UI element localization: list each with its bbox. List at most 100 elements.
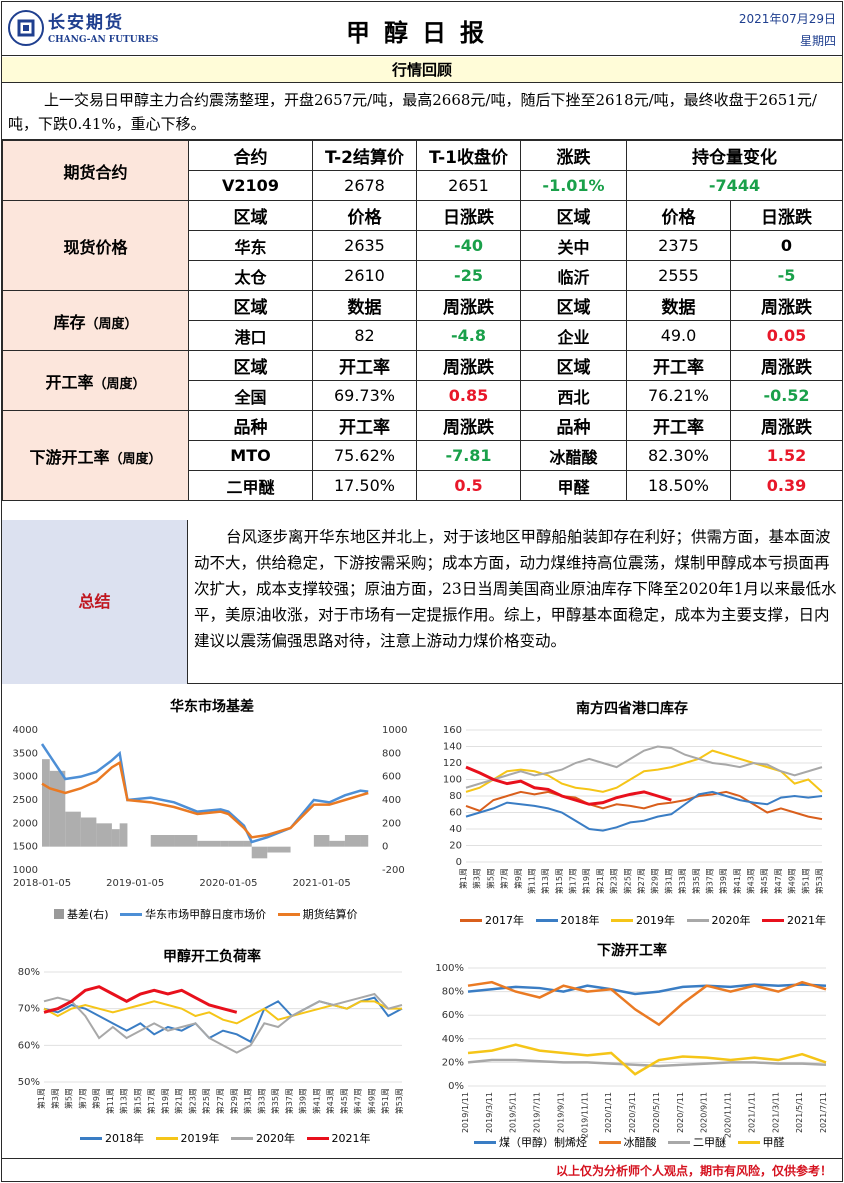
downstream-rate: 18.50% xyxy=(626,470,731,501)
x-tick-label: 第13周 xyxy=(540,868,550,894)
operating-change: 0.85 xyxy=(416,380,521,411)
x-tick-label: 第35周 xyxy=(270,1088,280,1114)
operating-col: 周涨跌 xyxy=(416,350,521,381)
spot-change: -25 xyxy=(416,260,521,291)
x-tick-label: 第3周 xyxy=(472,868,482,889)
x-tick-label: 2019/9/11 xyxy=(556,1092,565,1133)
futures-col-settle: T-2结算价 xyxy=(312,140,417,171)
x-tick-label: 第27周 xyxy=(215,1088,225,1114)
x-tick-label: 第13周 xyxy=(119,1088,129,1114)
x-tick-label: 第17周 xyxy=(146,1088,156,1114)
legend-swatch xyxy=(686,918,709,922)
inventory-label: 库存（周度） xyxy=(2,290,189,351)
y-tick-label: 0 xyxy=(456,857,462,868)
series-line xyxy=(40,743,369,844)
y-right-tick-label: -200 xyxy=(382,865,405,876)
x-tick-label: 第7周 xyxy=(499,868,509,889)
series-line xyxy=(43,1000,402,1025)
series-line xyxy=(467,980,827,1027)
x-tick-label: 2019/7/11 xyxy=(533,1092,542,1133)
y-tick-label: 4000 xyxy=(13,725,38,736)
basis-bar xyxy=(42,759,50,847)
review-text: 上一交易日甲醇主力合约震荡整理，开盘2657元/吨，最高2668元/吨，随后下挫… xyxy=(2,84,842,140)
legend-label: 华东市场甲醇日度市场价 xyxy=(145,908,267,921)
series-line xyxy=(43,992,403,1054)
x-tick-label: 2020/5/11 xyxy=(652,1092,661,1133)
summary-section: 总结 台风逐步离开华东地区并北上，对于该地区甲醇船舶装卸存在利好；供需方面，基本… xyxy=(2,520,842,684)
x-tick-label: 2018-01-05 xyxy=(13,878,71,889)
downstream-change: 0.5 xyxy=(416,470,521,501)
downstream-col: 开工率 xyxy=(312,410,417,441)
inventory-label-sub: （周度） xyxy=(85,316,138,332)
y-tick-label: 120 xyxy=(443,758,462,769)
legend-swatch xyxy=(54,909,64,919)
x-tick-label: 第29周 xyxy=(229,1088,239,1114)
x-tick-label: 2020/11/11 xyxy=(724,1092,733,1138)
downstream-product: 冰醋酸 xyxy=(520,440,627,471)
x-tick-label: 第9周 xyxy=(91,1088,101,1109)
x-tick-label: 第49周 xyxy=(787,868,797,894)
spot-col-change: 日涨跌 xyxy=(416,200,521,231)
basis-bar xyxy=(251,846,268,859)
inventory-data-row: 港口 82 -4.8 企业 49.0 0.05 xyxy=(3,320,843,351)
basis-bar xyxy=(111,829,120,847)
y-right-tick-label: 600 xyxy=(382,772,401,783)
x-tick-label: 第51周 xyxy=(800,868,810,894)
inventory-region: 企业 xyxy=(520,320,627,351)
x-tick-label: 第5周 xyxy=(485,868,495,889)
legend-label: 期货结算价 xyxy=(302,908,358,921)
y-tick-label: 70% xyxy=(18,1004,40,1015)
operating-region: 西北 xyxy=(520,380,627,411)
operating-col: 开工率 xyxy=(312,350,417,381)
downstream-header-row: 下游开工率（周度） 品种 开工率 周涨跌 品种 开工率 周涨跌 xyxy=(2,410,843,501)
x-tick-label: 第23周 xyxy=(609,868,619,894)
series-line xyxy=(465,765,672,806)
x-tick-label: 第5周 xyxy=(64,1088,74,1109)
series-line xyxy=(465,749,823,793)
operating-rate: 69.73% xyxy=(312,380,417,411)
legend-swatch xyxy=(460,918,482,922)
operating-col: 开工率 xyxy=(626,350,731,381)
x-tick-label: 第49周 xyxy=(366,1088,376,1114)
legend-label: 2017年 xyxy=(485,914,524,927)
series-line xyxy=(465,790,823,832)
spot-region: 临沂 xyxy=(520,260,627,291)
spot-col-price: 价格 xyxy=(312,200,417,231)
downstream-rate: 75.62% xyxy=(312,440,417,471)
basis-chart-svg: 4000350030002500200015001000100080060040… xyxy=(13,725,408,889)
inventory-col: 数据 xyxy=(312,290,417,321)
downstream-rate: 17.50% xyxy=(312,470,417,501)
y-tick-label: 3000 xyxy=(13,772,38,783)
y-tick-label: 0% xyxy=(448,1081,464,1092)
basis-bar xyxy=(174,835,198,847)
report-header: 长安期货 CHANG-AN FUTURES 甲醇日报 2021年07月29日 星… xyxy=(2,2,842,56)
basis-chart-legend: 基差(右) 华东市场甲醇日度市场价 期货结算价 xyxy=(46,906,358,922)
operating-col: 区域 xyxy=(188,350,313,381)
spot-price: 2375 xyxy=(626,230,731,261)
downstream-label-sub: （周度） xyxy=(109,451,162,467)
spot-region: 太仓 xyxy=(188,260,313,291)
x-tick-label: 第53周 xyxy=(394,1088,404,1114)
futures-data-row: V2109 2678 2651 -1.01% -7444 xyxy=(3,170,843,201)
x-tick-label: 第37周 xyxy=(284,1088,294,1114)
y-tick-label: 60% xyxy=(442,1010,464,1021)
x-tick-label: 第9周 xyxy=(513,868,523,889)
x-tick-label: 第33周 xyxy=(677,868,687,894)
downstream-rate: 82.30% xyxy=(626,440,731,471)
y-right-tick-label: 200 xyxy=(382,818,401,829)
basis-bar xyxy=(119,823,128,847)
legend-label: 冰醋酸 xyxy=(623,1136,657,1149)
x-tick-label: 第11周 xyxy=(526,868,536,894)
y-tick-label: 2500 xyxy=(13,795,38,806)
logo-en: CHANG-AN FUTURES xyxy=(48,35,159,45)
downstream-product: 二甲醚 xyxy=(188,470,313,501)
futures-change: -1.01% xyxy=(520,170,627,201)
x-tick-label: 第39周 xyxy=(718,868,728,894)
x-tick-label: 第3周 xyxy=(50,1088,60,1109)
legend-swatch xyxy=(306,1136,329,1140)
y-tick-label: 2000 xyxy=(13,818,38,829)
legend-label: 2021年 xyxy=(787,914,826,927)
x-tick-label: 第31周 xyxy=(663,868,673,894)
downstream-product: 甲醛 xyxy=(520,470,627,501)
